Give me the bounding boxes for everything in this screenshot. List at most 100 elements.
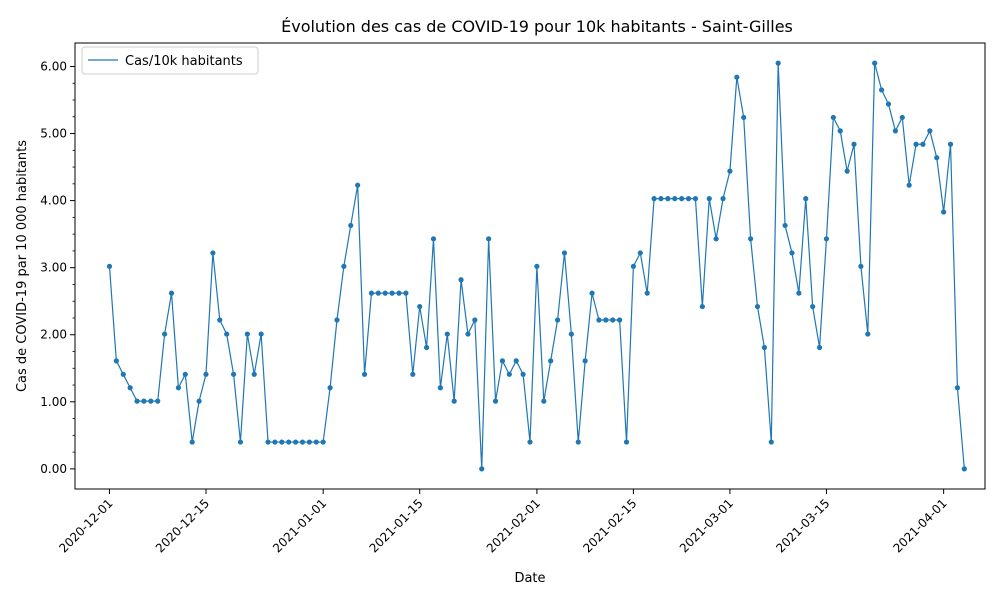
data-point [444, 331, 450, 337]
data-point [479, 466, 485, 472]
data-point [410, 371, 416, 377]
data-point [106, 263, 113, 269]
data-point [217, 317, 223, 323]
y-tick-label: 1.00 [40, 395, 67, 409]
data-point [506, 371, 512, 377]
legend: Cas/10k habitants [81, 46, 259, 75]
data-point [644, 290, 650, 296]
x-axis-label: Date [514, 571, 545, 586]
data-point [768, 439, 774, 445]
data-point [761, 344, 767, 351]
data-point [541, 398, 547, 404]
data-point [637, 250, 643, 256]
data-point [403, 290, 409, 296]
data-point [355, 182, 361, 188]
data-point [265, 439, 271, 445]
data-point [720, 196, 726, 202]
data-point [465, 331, 471, 337]
data-point [361, 371, 368, 377]
data-point [189, 439, 195, 445]
data-point [727, 168, 733, 174]
data-point [168, 290, 175, 296]
data-point [389, 290, 395, 296]
data-point [823, 236, 830, 242]
data-point [927, 128, 933, 134]
data-point [554, 317, 561, 323]
data-point [941, 209, 947, 215]
data-point [334, 317, 340, 323]
legend-entry: Cas/10k habitants [125, 54, 243, 69]
data-point [224, 331, 230, 337]
data-point [313, 439, 319, 445]
data-point [417, 303, 423, 310]
data-point [575, 439, 581, 445]
data-point [665, 196, 671, 202]
data-point [754, 303, 761, 310]
data-point [155, 398, 161, 404]
data-point [182, 371, 188, 377]
data-point [582, 358, 588, 364]
data-point [341, 263, 347, 269]
data-point [906, 182, 912, 188]
data-point [603, 317, 609, 323]
data-point [830, 114, 836, 121]
data-point [920, 141, 926, 147]
data-point [623, 439, 630, 445]
data-point [520, 371, 526, 377]
data-point [699, 303, 705, 310]
data-point [796, 290, 802, 296]
data-point [486, 236, 492, 242]
data-point [947, 141, 954, 147]
data-point [513, 358, 519, 364]
data-point [175, 385, 182, 391]
data-point [306, 439, 312, 445]
data-point [251, 371, 257, 377]
data-point [396, 290, 402, 296]
data-point [734, 74, 740, 80]
y-tick-label: 4.00 [40, 194, 67, 208]
data-point [437, 385, 443, 391]
data-point [286, 439, 292, 445]
data-point [658, 196, 664, 202]
data-point [782, 222, 788, 229]
data-point [196, 398, 202, 404]
data-point [803, 196, 809, 202]
data-point [458, 277, 464, 283]
data-point [851, 141, 857, 147]
y-axis: 0.00 1.00 2.00 3.00 4.00 5.00 6.00 [40, 59, 75, 476]
data-point [162, 331, 168, 337]
data-point [499, 358, 506, 364]
data-point [865, 331, 871, 337]
data-point [548, 358, 554, 364]
data-point [527, 439, 533, 445]
data-point [844, 168, 850, 174]
data-point [934, 155, 940, 161]
data-point [258, 331, 264, 337]
data-point [561, 250, 568, 256]
data-point [651, 196, 657, 202]
data-point [899, 114, 905, 121]
data-point [748, 236, 754, 242]
data-point [713, 236, 719, 242]
data-point [120, 371, 126, 377]
data-point [961, 466, 967, 472]
data-point [596, 317, 602, 323]
y-tick-label: 2.00 [40, 328, 67, 342]
data-point [954, 385, 961, 391]
plot-area [106, 60, 967, 472]
data-point [837, 128, 843, 134]
data-point [872, 60, 878, 66]
data-point [568, 331, 574, 337]
data-point [775, 60, 781, 66]
data-point [368, 290, 375, 296]
y-tick-label: 0.00 [40, 462, 67, 476]
y-tick-label: 5.00 [40, 127, 67, 141]
data-point [320, 439, 326, 445]
data-point [299, 439, 306, 445]
data-point [113, 358, 119, 364]
data-point [141, 398, 147, 404]
data-point [423, 344, 430, 351]
data-point [203, 371, 209, 377]
